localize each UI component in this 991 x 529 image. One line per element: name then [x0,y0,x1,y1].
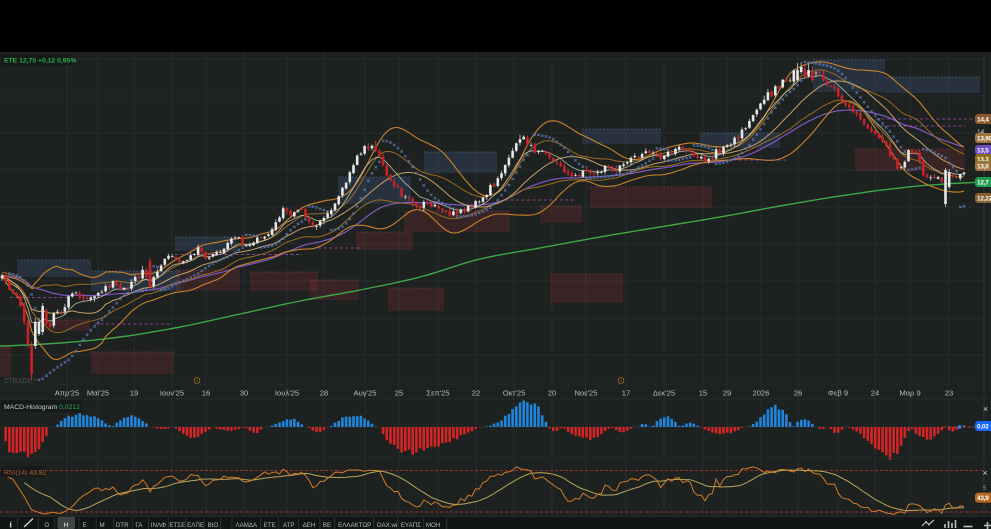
svg-text:ΒΕ: ΒΕ [323,522,331,529]
svg-text:16: 16 [202,389,210,398]
svg-text:ΕΥΑΠΣ: ΕΥΑΠΣ [401,522,421,529]
svg-text:30: 30 [240,389,248,398]
svg-text:15: 15 [699,389,707,398]
svg-text:Μαρ 9: Μαρ 9 [899,389,920,398]
svg-text:17: 17 [622,389,630,398]
svg-text:ΒΙΟ: ΒΙΟ [208,522,219,529]
svg-text:Ο: Ο [44,522,49,529]
svg-text:28: 28 [320,389,328,398]
svg-text:ΕΛΠΕ: ΕΛΠΕ [187,522,204,529]
svg-text:19: 19 [130,389,138,398]
svg-text:ΕΤΣΕ: ΕΤΣΕ [169,522,185,529]
svg-text:ΙΝΛΦ: ΙΝΛΦ [151,522,166,529]
svg-text:ΓΑ: ΓΑ [135,522,143,529]
svg-text:22: 22 [472,389,480,398]
svg-text:13,5: 13,5 [977,148,989,155]
svg-text:DTR: DTR [116,522,129,529]
svg-text:13,90: 13,90 [977,136,991,143]
svg-text:Ιουλ'25: Ιουλ'25 [275,389,299,398]
svg-text:13,3: 13,3 [977,157,989,164]
svg-text:Οκτ'25: Οκτ'25 [503,389,526,398]
svg-text:Φεβ 9: Φεβ 9 [828,389,848,398]
svg-text:13,0: 13,0 [977,164,989,171]
svg-text:14: 14 [977,129,985,136]
svg-text:Ιουν'25: Ιουν'25 [160,389,184,398]
svg-text:Δεκ'25: Δεκ'25 [653,389,675,398]
svg-text:12,7: 12,7 [977,180,989,187]
svg-text:ΜΟΗ: ΜΟΗ [426,522,440,529]
svg-text:23: 23 [945,389,953,398]
svg-text:14,4: 14,4 [977,117,989,124]
svg-text:ΑΤΡ: ΑΤΡ [283,522,295,529]
svg-text:20: 20 [548,389,556,398]
svg-text:5: 5 [983,486,987,492]
svg-text:Απρ'25: Απρ'25 [55,389,80,398]
svg-text:×: × [982,468,987,478]
svg-text:25: 25 [395,389,403,398]
svg-text:26: 26 [794,389,802,398]
svg-text:ETE 12,75 +0,12 0,95%: ETE 12,75 +0,12 0,95% [4,58,76,65]
svg-text:Ε: Ε [83,522,87,529]
svg-text:ΕΛΛΑΚΤΩΡ: ΕΛΛΑΚΤΩΡ [338,522,371,529]
svg-text:43,9: 43,9 [977,495,989,502]
svg-text:Μαϊ'25: Μαϊ'25 [87,389,109,398]
svg-text:i: i [10,520,12,529]
svg-text:ΛΑΜΔΑ: ΛΑΜΔΑ [235,522,258,529]
svg-text:ΕΤΕ: ΕΤΕ [264,522,276,529]
svg-text:Μ: Μ [100,522,105,529]
svg-text:Η: Η [64,522,68,529]
svg-text:24: 24 [871,389,879,398]
svg-text:ΔΕΗ: ΔΕΗ [303,522,316,529]
svg-text:12,22: 12,22 [977,196,991,203]
svg-text:29: 29 [723,389,731,398]
svg-text:Νοε'25: Νοε'25 [575,389,598,398]
svg-text:2026: 2026 [753,389,770,398]
svg-text:ZTRADE™: ZTRADE™ [4,378,39,385]
svg-text:×: × [983,404,988,414]
svg-text:MACD-Histogram 0,0212: MACD-Histogram 0,0212 [4,404,80,411]
svg-text:Σεπ'25: Σεπ'25 [426,389,449,398]
svg-text:RSI(14) 43,92: RSI(14) 43,92 [4,470,47,477]
svg-text:DAX.wi: DAX.wi [377,522,397,529]
svg-text:0,02: 0,02 [977,424,989,431]
svg-text:Αυγ'25: Αυγ'25 [354,389,377,398]
